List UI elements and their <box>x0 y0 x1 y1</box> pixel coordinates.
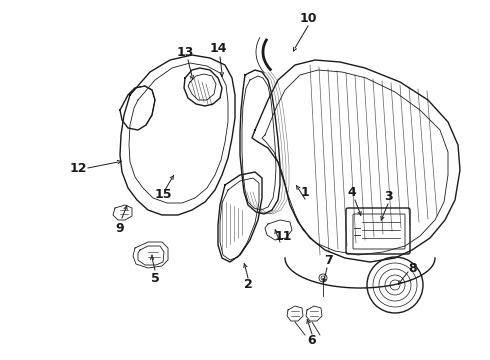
Text: 5: 5 <box>150 271 159 284</box>
Text: 2: 2 <box>244 279 252 292</box>
Text: 10: 10 <box>299 12 317 24</box>
Text: 9: 9 <box>116 221 124 234</box>
Text: 3: 3 <box>384 189 392 202</box>
Text: 14: 14 <box>209 41 227 54</box>
Text: 15: 15 <box>154 189 172 202</box>
Text: 11: 11 <box>274 230 292 243</box>
Text: 8: 8 <box>409 261 417 274</box>
Text: 13: 13 <box>176 45 194 58</box>
Text: 6: 6 <box>308 333 317 346</box>
Text: 12: 12 <box>69 162 87 175</box>
Text: 7: 7 <box>323 255 332 267</box>
Text: 4: 4 <box>347 186 356 199</box>
Text: 1: 1 <box>301 185 309 198</box>
